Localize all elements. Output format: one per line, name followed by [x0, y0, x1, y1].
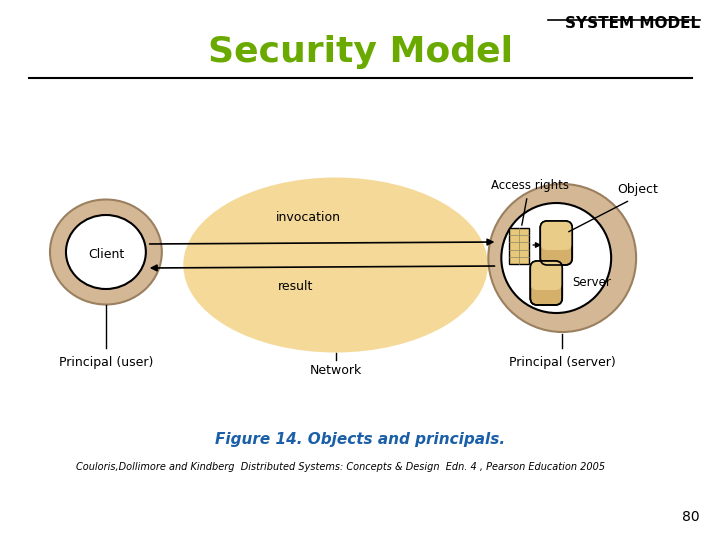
Ellipse shape — [184, 178, 488, 353]
Text: Principal (user): Principal (user) — [59, 356, 153, 369]
Text: Figure 14. Objects and principals.: Figure 14. Objects and principals. — [215, 432, 505, 447]
FancyBboxPatch shape — [531, 261, 562, 305]
Ellipse shape — [488, 184, 636, 332]
Ellipse shape — [501, 203, 611, 313]
Text: Principal (server): Principal (server) — [509, 356, 616, 369]
Text: result: result — [278, 280, 313, 293]
Text: Client: Client — [88, 247, 124, 260]
FancyBboxPatch shape — [531, 261, 562, 290]
Text: 80: 80 — [683, 510, 700, 524]
Text: Network: Network — [310, 364, 361, 377]
Text: SYSTEM MODEL: SYSTEM MODEL — [565, 16, 700, 31]
Text: Access rights: Access rights — [491, 179, 570, 192]
Ellipse shape — [66, 215, 146, 289]
Text: invocation: invocation — [276, 211, 341, 224]
FancyBboxPatch shape — [540, 221, 572, 250]
FancyBboxPatch shape — [540, 221, 572, 265]
Text: Server: Server — [572, 276, 611, 289]
Text: Security Model: Security Model — [208, 35, 513, 69]
Text: Object: Object — [618, 183, 659, 196]
Text: Couloris,Dollimore and Kindberg  Distributed Systems: Concepts & Design  Edn. 4 : Couloris,Dollimore and Kindberg Distribu… — [76, 462, 605, 472]
Ellipse shape — [50, 199, 162, 305]
Bar — [509, 228, 529, 264]
